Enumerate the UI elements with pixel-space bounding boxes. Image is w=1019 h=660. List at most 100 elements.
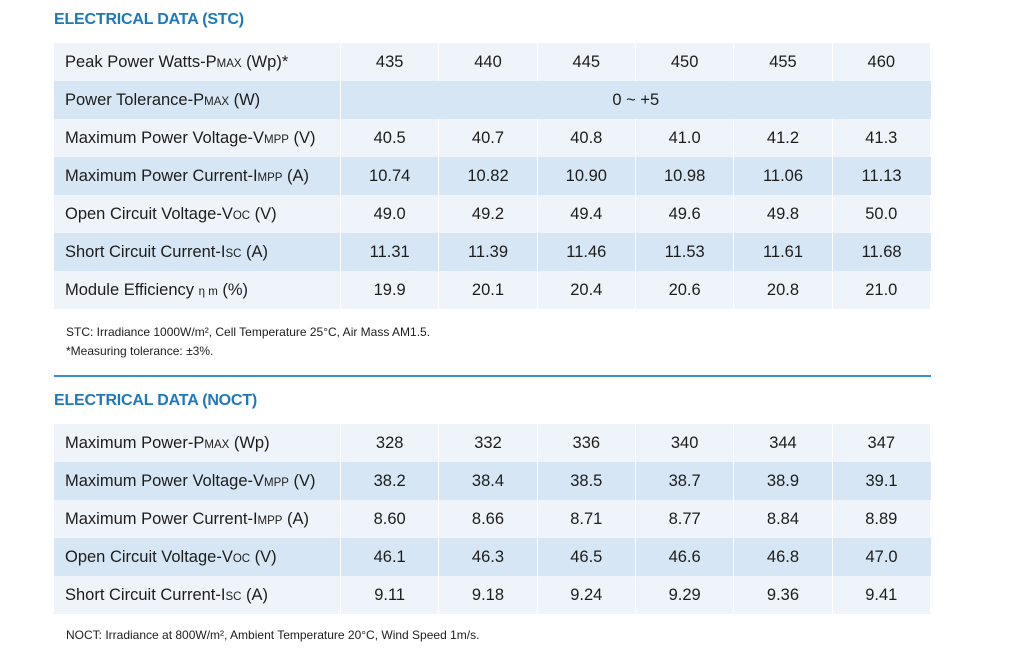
table-cell: 46.8 bbox=[733, 538, 833, 576]
row-label: Module Efficiency η m (%) bbox=[54, 271, 341, 309]
table-cell: 38.5 bbox=[537, 462, 636, 500]
table-cell: 10.74 bbox=[340, 157, 440, 195]
table-cell: 41.2 bbox=[733, 119, 833, 157]
table-row: Short Circuit Current-ISC (A) 11.31 11.39 1… bbox=[54, 233, 931, 271]
table-cell: 347 bbox=[832, 424, 932, 462]
table-cell: 49.0 bbox=[340, 195, 440, 233]
row-label-subscript: MPP bbox=[257, 514, 283, 527]
row-label-subscript: MAX bbox=[216, 57, 242, 70]
row-label-subscript: OC bbox=[232, 552, 251, 565]
table-cell: 38.4 bbox=[438, 462, 538, 500]
table-cell: 435 bbox=[340, 43, 440, 81]
row-label-subscript: SC bbox=[225, 590, 242, 603]
row-label-subscript: η m bbox=[198, 285, 218, 298]
row-label-subscript: MPP bbox=[264, 133, 289, 146]
row-label-unit: (A) bbox=[241, 242, 269, 261]
row-label: Maximum Power Current-IMPP (A) bbox=[54, 500, 341, 538]
table-cell: 20.6 bbox=[635, 271, 735, 309]
table-cell: 455 bbox=[733, 43, 833, 81]
table-cell: 11.46 bbox=[537, 233, 636, 271]
table-cell: 9.24 bbox=[537, 576, 636, 614]
table-cell: 11.53 bbox=[635, 233, 735, 271]
row-label-subscript: MAX bbox=[204, 438, 230, 451]
table-cell: 49.6 bbox=[635, 195, 735, 233]
row-label-unit: (V) bbox=[250, 547, 277, 566]
table-cell: 46.3 bbox=[438, 538, 538, 576]
row-label-main: Short Circuit Current-I bbox=[65, 242, 226, 261]
row-label-subscript: MPP bbox=[264, 476, 289, 489]
row-label-main: Short Circuit Current-I bbox=[65, 585, 226, 604]
row-label-main: Maximum Power Current-I bbox=[65, 166, 258, 185]
table-cell: 332 bbox=[438, 424, 538, 462]
table-cell: 46.5 bbox=[537, 538, 636, 576]
table-cell: 336 bbox=[537, 424, 636, 462]
table-row: Open Circuit Voltage-VOC (V) 46.1 46.3 46.5… bbox=[54, 538, 931, 576]
table-cell: 41.3 bbox=[832, 119, 932, 157]
row-label-unit: (Wp) bbox=[229, 433, 270, 452]
row-label-main: Peak Power Watts-P bbox=[65, 52, 217, 71]
table-row: Short Circuit Current-ISC (A) 9.11 9.18 9.2… bbox=[54, 576, 932, 614]
row-label-unit: (A) bbox=[282, 166, 310, 185]
row-label: Maximum Power-PMAX (Wp) bbox=[54, 424, 341, 462]
stc-section-title: ELECTRICAL DATA (STC) bbox=[54, 11, 244, 28]
row-label-unit: (Wp)* bbox=[241, 52, 289, 71]
table-cell: 340 bbox=[635, 424, 735, 462]
table-cell: 19.9 bbox=[340, 271, 440, 309]
row-label-main: Open Circuit Voltage-V bbox=[65, 547, 233, 566]
table-cell: 9.18 bbox=[438, 576, 538, 614]
section-divider bbox=[54, 375, 931, 377]
table-cell: 47.0 bbox=[832, 538, 931, 576]
row-label-main: Maximum Power Voltage-V bbox=[65, 128, 264, 147]
stc-note-tolerance: *Measuring tolerance: ±3%. bbox=[66, 344, 214, 358]
row-label-main: Maximum Power-P bbox=[65, 433, 205, 452]
table-cell: 10.98 bbox=[635, 157, 735, 195]
row-label-main: Open Circuit Voltage-V bbox=[65, 204, 233, 223]
table-cell: 8.66 bbox=[438, 500, 538, 538]
row-label-main: Module Efficiency bbox=[65, 280, 199, 299]
row-label-subscript: MPP bbox=[257, 171, 283, 184]
noct-table: Maximum Power-PMAX (Wp) 328 332 336 340 344 34… bbox=[54, 424, 932, 614]
table-cell: 20.8 bbox=[733, 271, 833, 309]
table-cell: 38.2 bbox=[340, 462, 440, 500]
table-cell: 8.60 bbox=[340, 500, 440, 538]
row-label-main: Maximum Power Voltage-V bbox=[65, 471, 264, 490]
row-label-unit: (W) bbox=[229, 90, 261, 109]
table-cell: 20.1 bbox=[438, 271, 538, 309]
table-cell: 460 bbox=[832, 43, 932, 81]
table-cell: 328 bbox=[340, 424, 440, 462]
table-cell: 46.6 bbox=[635, 538, 735, 576]
table-cell: 39.1 bbox=[832, 462, 931, 500]
table-cell: 9.11 bbox=[340, 576, 440, 614]
table-cell: 8.84 bbox=[733, 500, 833, 538]
table-cell: 344 bbox=[733, 424, 833, 462]
row-label-main: Power Tolerance-P bbox=[65, 90, 205, 109]
row-label-subscript: SC bbox=[225, 247, 242, 260]
table-cell: 11.39 bbox=[438, 233, 538, 271]
row-label: Short Circuit Current-ISC (A) bbox=[54, 233, 341, 271]
table-row: Power Tolerance-PMAX (W) 0 ~ +5 bbox=[54, 81, 931, 119]
table-row: Module Efficiency η m (%) 19.9 20.1 20.4 20.… bbox=[54, 271, 932, 309]
row-label-subscript: OC bbox=[232, 209, 251, 222]
table-cell: 40.7 bbox=[438, 119, 538, 157]
table-cell: 38.7 bbox=[635, 462, 735, 500]
table-cell: 11.06 bbox=[733, 157, 833, 195]
table-cell: 41.0 bbox=[635, 119, 735, 157]
row-label-unit: (V) bbox=[288, 128, 316, 147]
table-cell: 49.8 bbox=[733, 195, 833, 233]
row-label-subscript: MAX bbox=[204, 95, 230, 108]
table-row: Maximum Power-PMAX (Wp) 328 332 336 340 344 34… bbox=[54, 424, 932, 462]
table-cell: 38.9 bbox=[733, 462, 833, 500]
row-label-main: Maximum Power Current-I bbox=[65, 509, 258, 528]
table-cell: 46.1 bbox=[340, 538, 440, 576]
table-cell: 50.0 bbox=[832, 195, 932, 233]
table-cell: 49.2 bbox=[438, 195, 538, 233]
table-cell: 40.8 bbox=[537, 119, 636, 157]
table-cell: 40.5 bbox=[340, 119, 440, 157]
table-cell: 440 bbox=[438, 43, 538, 81]
table-cell: 8.71 bbox=[537, 500, 636, 538]
table-cell: 21.0 bbox=[832, 271, 932, 309]
table-row: Maximum Power Voltage-VMPP (V) 40.5 40.7 40… bbox=[54, 119, 932, 157]
table-row: Peak Power Watts-PMAX (Wp)* 435 440 445 450 4… bbox=[54, 43, 932, 81]
table-row: Maximum Power Current-IMPP (A) 8.60 8.66 8.… bbox=[54, 500, 932, 538]
table-cell: 10.90 bbox=[537, 157, 636, 195]
